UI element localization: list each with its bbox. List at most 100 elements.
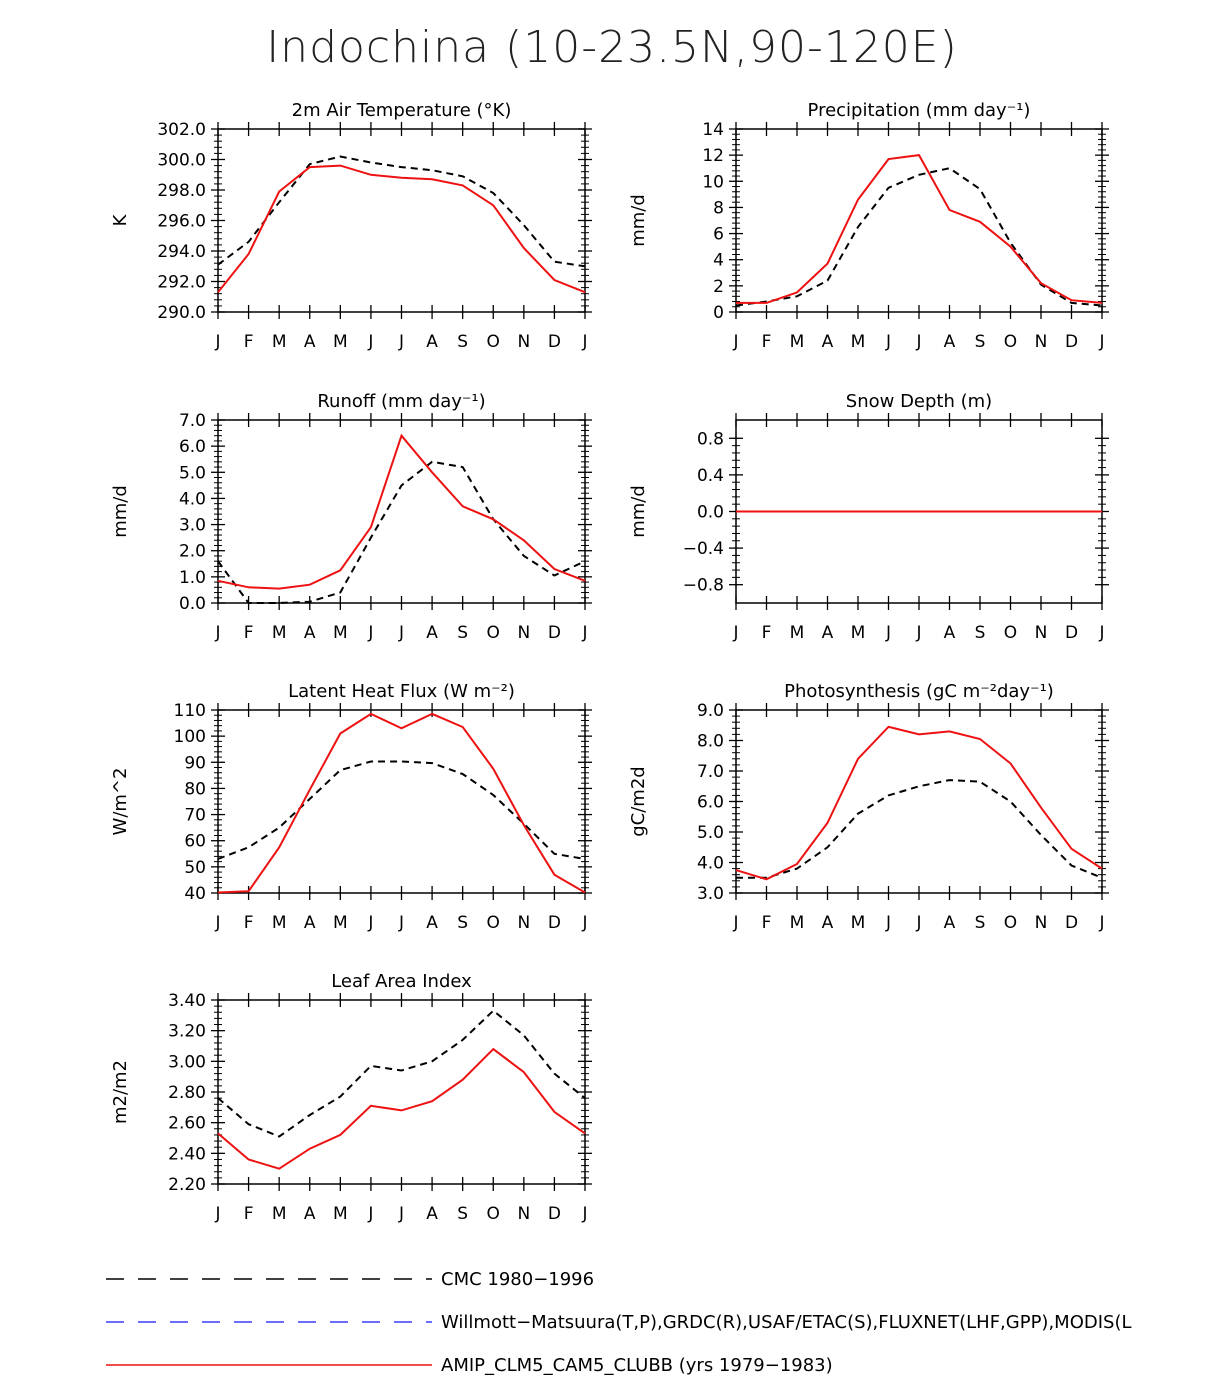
x-tick-label: D (1065, 332, 1078, 352)
x-tick-label: J (732, 332, 738, 352)
x-tick-label: O (1004, 623, 1017, 643)
x-tick-label: M (851, 332, 866, 352)
plot-frame (217, 999, 586, 1185)
y-tick-label: 0.0 (697, 503, 724, 523)
y-tick-label: 80 (184, 779, 206, 799)
x-tick-label: S (457, 1204, 468, 1224)
y-tick-label: 8.0 (697, 732, 724, 752)
x-tick-label: A (822, 623, 834, 643)
x-tick-label: M (272, 623, 287, 643)
y-tick-label: 2.60 (168, 1114, 206, 1134)
x-tick-label: F (762, 913, 772, 933)
y-tick-label: 4 (713, 251, 724, 271)
series-line-model (217, 1047, 586, 1170)
y-axis-label: mm/d (628, 485, 649, 538)
x-tick-label: M (333, 623, 348, 643)
y-tick-label: 8 (713, 198, 724, 218)
series-line-model (217, 433, 586, 590)
y-tick-label: 296.0 (157, 212, 206, 232)
x-tick-label: J (214, 332, 220, 352)
y-tick-label: 292.0 (157, 273, 206, 293)
x-tick-label: A (304, 332, 316, 352)
x-tick-label: J (398, 332, 404, 352)
y-tick-label: 5.0 (179, 463, 206, 483)
x-tick-label: J (1098, 623, 1104, 643)
x-tick-label: J (732, 913, 738, 933)
y-tick-label: 2.80 (168, 1083, 206, 1103)
y-tick-label: 50 (184, 858, 206, 878)
x-tick-label: M (333, 332, 348, 352)
x-tick-label: J (732, 623, 738, 643)
x-tick-label: A (304, 1204, 316, 1224)
y-tick-label: 100 (174, 727, 206, 747)
y-tick-label: 12 (702, 146, 724, 166)
x-tick-label: J (398, 913, 404, 933)
x-tick-label: A (944, 913, 956, 933)
panel-title: Leaf Area Index (331, 971, 472, 992)
x-tick-label: M (851, 913, 866, 933)
series-line-obs (217, 1009, 586, 1138)
chart-panel-5: Latent Heat Flux (W m⁻²) W/m^2 40 50 60 70 80 9… (110, 681, 592, 933)
x-tick-label: J (885, 332, 891, 352)
x-tick-label: J (398, 623, 404, 643)
plot-frame (217, 709, 586, 894)
x-tick-label: F (244, 623, 254, 643)
y-tick-label: 0.0 (179, 594, 206, 614)
x-tick-label: M (790, 623, 805, 643)
page-title: Indochina (10-23.5N,90-120E) (266, 22, 958, 73)
x-tick-label: J (367, 913, 373, 933)
y-axis-label: gC/m2d (628, 766, 649, 836)
x-tick-label: M (333, 913, 348, 933)
series-line-model (217, 164, 586, 294)
x-tick-label: D (548, 913, 561, 933)
x-tick-label: S (457, 913, 468, 933)
series-line-obs (217, 155, 586, 268)
legend: CMC 1980−1996 Willmott−Matsuura(T,P),GRDC… (106, 1269, 1132, 1376)
x-tick-label: O (1004, 913, 1017, 933)
x-tick-label: A (944, 623, 956, 643)
y-tick-label: 0 (713, 303, 724, 323)
y-axis-label: mm/d (110, 485, 131, 538)
panel-title: Runoff (mm day⁻¹) (317, 391, 485, 412)
y-tick-label: 40 (184, 884, 206, 904)
x-tick-label: F (762, 623, 772, 643)
y-axis-label: m2/m2 (110, 1060, 131, 1124)
y-tick-label: 2.0 (179, 542, 206, 562)
x-tick-label: N (517, 623, 530, 643)
x-tick-label: A (822, 332, 834, 352)
legend-label-2: Willmott−Matsuura(T,P),GRDC(R),USAF/ETAC… (441, 1312, 1132, 1333)
chart-panel-6: Photosynthesis (gC m⁻²day⁻¹) gC/m2d 3.0 4.0… (628, 681, 1109, 933)
x-tick-label: D (1065, 623, 1078, 643)
x-tick-label: J (915, 623, 921, 643)
y-tick-label: 90 (184, 753, 206, 773)
x-tick-label: D (1065, 913, 1078, 933)
x-tick-label: A (426, 1204, 438, 1224)
y-axis-label: K (110, 213, 131, 226)
x-tick-label: M (790, 332, 805, 352)
series-line-model (735, 725, 1103, 881)
panel-title: 2m Air Temperature (°K) (292, 100, 512, 121)
x-tick-label: J (367, 1204, 373, 1224)
series-line-model (217, 712, 586, 894)
x-tick-label: A (304, 623, 316, 643)
y-tick-label: 2.20 (168, 1175, 206, 1195)
panel-title: Latent Heat Flux (W m⁻²) (288, 681, 515, 702)
plot-frame (217, 128, 586, 313)
x-tick-label: A (944, 332, 956, 352)
x-tick-label: O (487, 1204, 500, 1224)
x-tick-label: N (517, 1204, 530, 1224)
y-tick-label: 6.0 (179, 437, 206, 457)
x-tick-label: A (426, 623, 438, 643)
x-tick-label: J (367, 623, 373, 643)
x-tick-label: F (244, 1204, 254, 1224)
panel-title: Snow Depth (m) (846, 391, 992, 412)
y-tick-label: 298.0 (157, 181, 206, 201)
y-tick-label: 60 (184, 832, 206, 852)
x-tick-label: J (1098, 913, 1104, 933)
x-tick-label: N (1035, 913, 1048, 933)
x-tick-label: S (457, 332, 468, 352)
y-tick-label: 302.0 (157, 120, 206, 140)
series-line-obs (217, 460, 586, 604)
y-tick-label: 3.20 (168, 1022, 206, 1042)
